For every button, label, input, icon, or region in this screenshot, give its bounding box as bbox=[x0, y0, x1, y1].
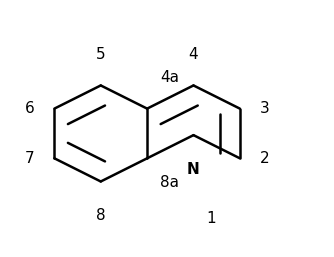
Text: 1: 1 bbox=[207, 211, 216, 226]
Text: 8a: 8a bbox=[160, 175, 179, 190]
Text: 8: 8 bbox=[96, 208, 106, 223]
Text: 2: 2 bbox=[260, 151, 269, 166]
Text: 7: 7 bbox=[25, 151, 34, 166]
Text: 3: 3 bbox=[260, 101, 270, 116]
Text: N: N bbox=[187, 162, 200, 177]
Text: 6: 6 bbox=[25, 101, 34, 116]
Text: 5: 5 bbox=[96, 47, 106, 62]
Text: 4: 4 bbox=[189, 47, 198, 62]
Text: 4a: 4a bbox=[160, 70, 179, 85]
